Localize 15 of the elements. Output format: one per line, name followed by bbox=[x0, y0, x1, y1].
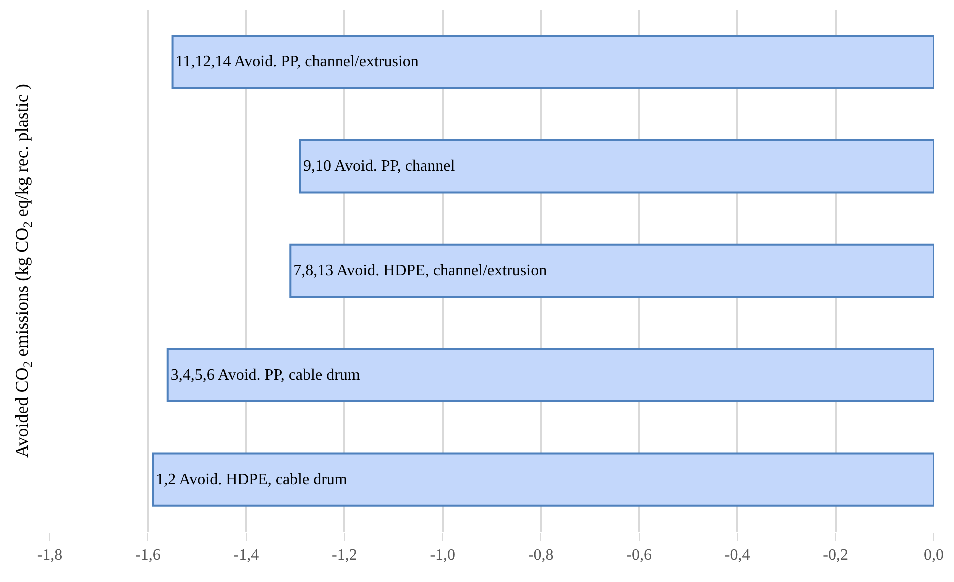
y-tick-label: 9,10 Avoid. PP, channel bbox=[303, 158, 456, 176]
x-tick-label: -1,0 bbox=[430, 547, 456, 564]
x-tick-label: -0,2 bbox=[823, 547, 848, 564]
x-tick-label: -0,6 bbox=[626, 547, 652, 564]
x-tick-label: -1,6 bbox=[136, 547, 161, 564]
x-tick-label: -0,8 bbox=[528, 547, 554, 564]
y-tick-label: 3,4,5,6 Avoid. PP, cable drum bbox=[170, 366, 361, 384]
y-tick-label: 11,12,14 Avoid. PP, channel/extrusion bbox=[176, 54, 419, 71]
y-tick-label: 1,2 Avoid. HDPE, cable drum bbox=[156, 471, 348, 488]
x-tick-label: -1,4 bbox=[234, 547, 260, 564]
y-tick-label: 7,8,13 Avoid. HDPE, channel/extrusion bbox=[294, 262, 548, 280]
x-tick-label: -0,4 bbox=[724, 547, 750, 564]
x-tick-label: -1,8 bbox=[37, 547, 63, 564]
x-tick-label: -1,2 bbox=[332, 547, 358, 564]
x-tick-label: 0,0 bbox=[924, 547, 944, 564]
